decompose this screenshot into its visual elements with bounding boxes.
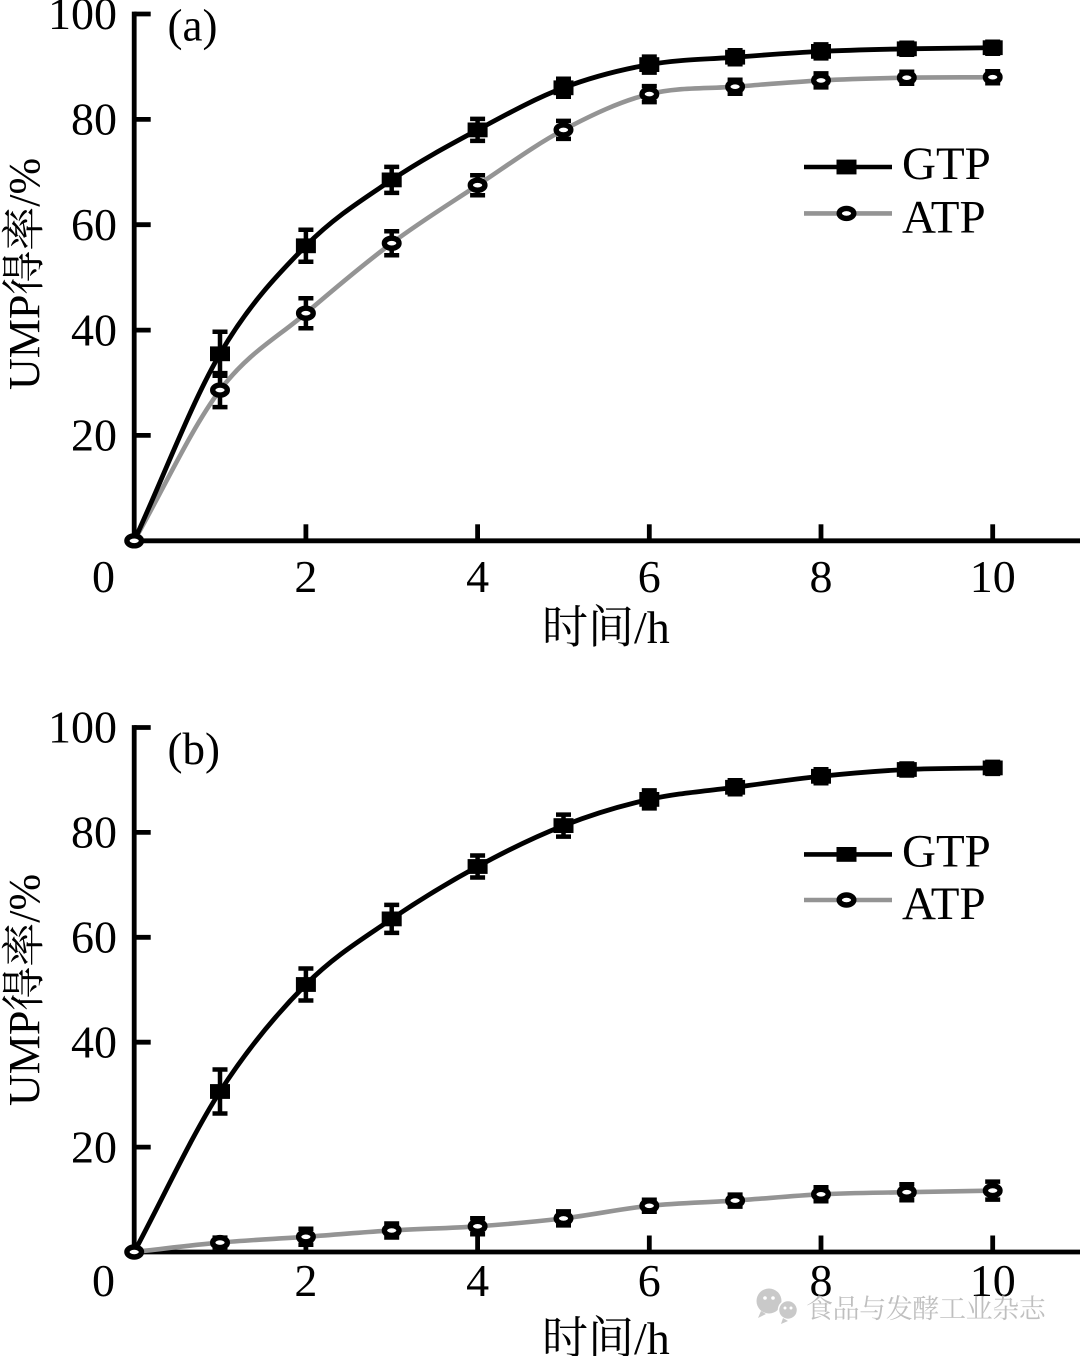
svg-text:60: 60 (71, 912, 117, 963)
svg-text:0: 0 (92, 1255, 115, 1306)
svg-text:2: 2 (294, 551, 317, 602)
svg-text:4: 4 (466, 1255, 489, 1306)
svg-text:/h: /h (634, 1313, 670, 1356)
svg-text:GTP: GTP (902, 825, 991, 877)
svg-text:UMP: UMP (0, 295, 49, 390)
svg-text:40: 40 (71, 304, 117, 355)
svg-text:/%: /% (0, 874, 49, 923)
svg-text:6: 6 (638, 551, 661, 602)
svg-text:GTP: GTP (902, 138, 991, 190)
svg-text:ATP: ATP (902, 878, 986, 930)
svg-text:(a): (a) (168, 1, 218, 51)
svg-text:ATP: ATP (902, 191, 986, 243)
svg-text:20: 20 (71, 1121, 117, 1172)
svg-text:60: 60 (71, 199, 117, 250)
svg-text:20: 20 (71, 410, 117, 461)
svg-text:2: 2 (294, 1255, 317, 1306)
svg-text:80: 80 (71, 807, 117, 858)
svg-text:100: 100 (48, 0, 117, 39)
svg-text:0: 0 (92, 551, 115, 602)
svg-text:8: 8 (810, 551, 833, 602)
svg-text:10: 10 (970, 551, 1016, 602)
svg-text:40: 40 (71, 1016, 117, 1067)
svg-text:UMP: UMP (0, 1011, 49, 1106)
svg-text:(b): (b) (168, 724, 220, 774)
svg-text:/%: /% (0, 158, 49, 207)
svg-text:6: 6 (638, 1255, 661, 1306)
svg-text:80: 80 (71, 94, 117, 145)
svg-text:/h: /h (634, 602, 670, 653)
svg-text:8: 8 (810, 1255, 833, 1306)
svg-text:100: 100 (48, 702, 117, 753)
svg-text:4: 4 (466, 551, 489, 602)
